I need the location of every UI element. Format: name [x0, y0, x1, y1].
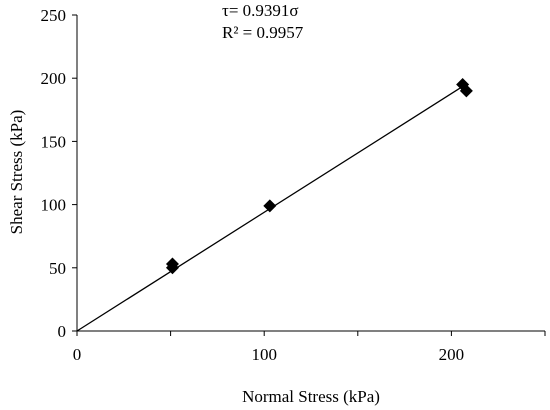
r-squared-annotation: R² = 0.9957 [222, 23, 304, 42]
x-axis-title: Normal Stress (kPa) [242, 387, 380, 406]
y-tick-label: 0 [58, 322, 67, 341]
y-tick-label: 100 [41, 196, 67, 215]
y-tick-label: 150 [41, 132, 67, 151]
x-tick-label: 200 [439, 345, 465, 364]
y-tick-label: 200 [41, 69, 67, 88]
axes [72, 14, 546, 336]
y-tick-label: 250 [41, 6, 67, 25]
data-points [165, 78, 473, 275]
data-point [263, 199, 277, 213]
x-tick-label: 100 [251, 345, 277, 364]
y-axis-title: Shear Stress (kPa) [7, 110, 26, 235]
tick-labels: 0 50 100 150 200 250 0 100 200 [41, 6, 465, 364]
y-tick-label: 50 [49, 259, 66, 278]
equation-annotation: τ= 0.9391σ [222, 1, 299, 20]
data-point [459, 84, 473, 98]
data-point [165, 261, 179, 275]
x-tick-label: 0 [73, 345, 82, 364]
